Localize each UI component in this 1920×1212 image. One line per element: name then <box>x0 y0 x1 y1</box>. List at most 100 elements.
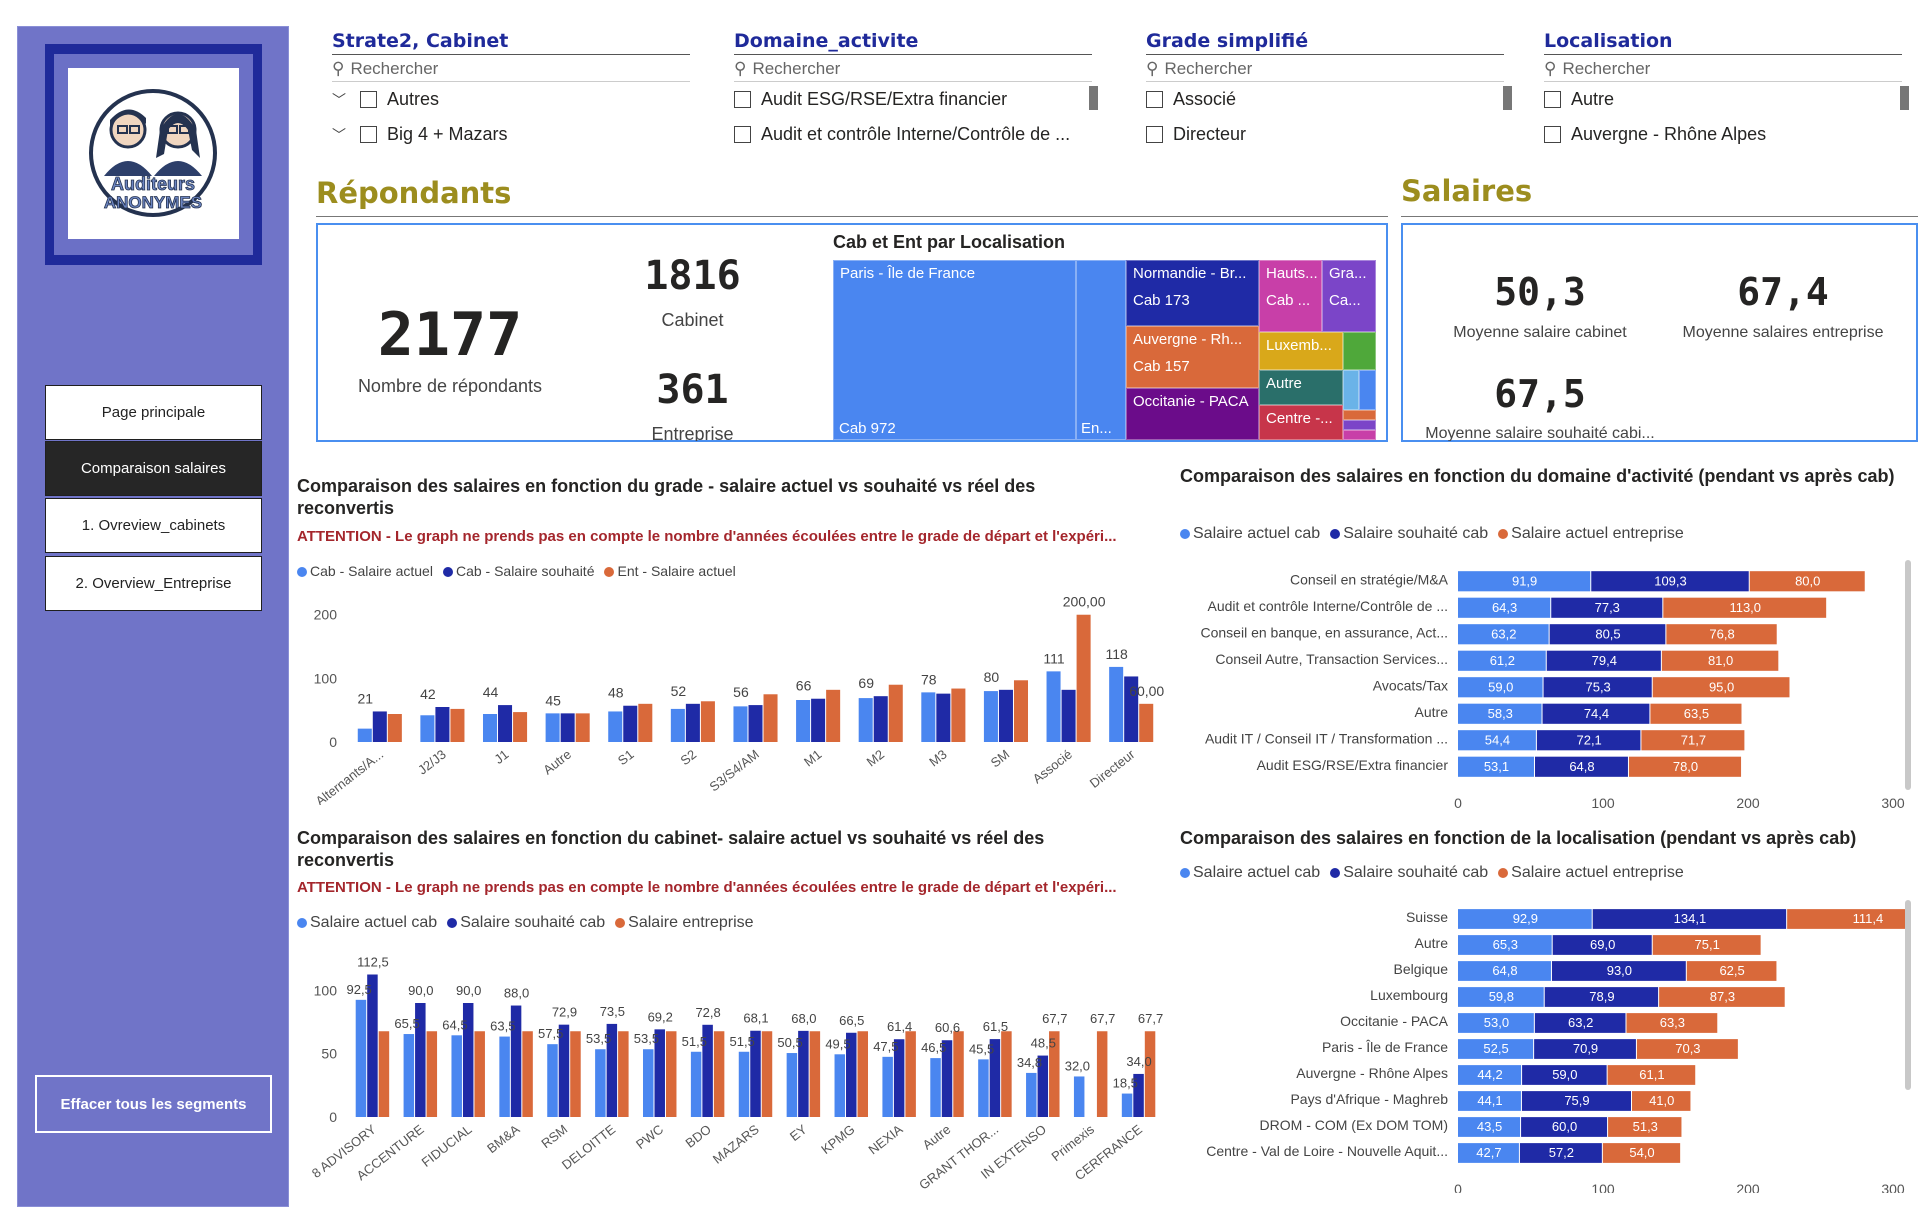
legend-item[interactable]: Salaire actuel entreprise <box>1498 864 1684 882</box>
checkbox[interactable] <box>1146 91 1163 108</box>
slicer-item-audit-esg[interactable]: Audit ESG/RSE/Extra financier <box>734 89 1092 110</box>
bar-domaine-s2-6[interactable] <box>1641 730 1745 751</box>
bar-cabinet-s1-4[interactable] <box>558 1024 570 1117</box>
bar-domaine-s2-4[interactable] <box>1652 677 1790 698</box>
treemap-cell-paris-ent[interactable] <box>1076 260 1126 440</box>
bar-localisation-s2-2[interactable] <box>1686 961 1777 981</box>
bar-localisation-s2-5[interactable] <box>1636 1039 1738 1059</box>
bar-cabinet-s2-2[interactable] <box>474 1031 485 1117</box>
treemap-cell-centre[interactable]: Centre -... <box>1259 405 1343 440</box>
bar-cabinet-s1-16[interactable] <box>1133 1073 1144 1117</box>
chart-domaine[interactable]: Conseil en stratégie/M&A 91,9 109,3 80,0 Aud… <box>1180 560 1910 815</box>
bar-grade-s0-1[interactable] <box>420 715 435 742</box>
slicer-item-directeur[interactable]: Directeur <box>1146 124 1504 145</box>
bar-domaine-s2-5[interactable] <box>1650 703 1742 724</box>
bar-localisation-s0-6[interactable] <box>1458 1065 1522 1085</box>
bar-localisation-s2-1[interactable] <box>1652 935 1761 955</box>
treemap-cell-paris[interactable]: Paris - Île de France <box>833 260 1076 440</box>
treemap-cell-small[interactable] <box>1343 410 1376 420</box>
bar-domaine-s1-6[interactable] <box>1536 730 1641 751</box>
checkbox[interactable] <box>734 126 751 143</box>
bar-grade-s0-2[interactable] <box>482 714 498 742</box>
bar-domaine-s2-2[interactable] <box>1666 624 1777 645</box>
bar-cabinet-s0-16[interactable] <box>1121 1093 1133 1117</box>
bar-domaine-s1-7[interactable] <box>1534 756 1628 777</box>
chart-domaine-scrollbar[interactable] <box>1905 560 1911 790</box>
bar-cabinet-s1-10[interactable] <box>846 1032 857 1117</box>
bar-domaine-s1-5[interactable] <box>1542 703 1650 724</box>
bar-localisation-s0-1[interactable] <box>1458 935 1552 955</box>
bar-cabinet-s0-2[interactable] <box>451 1035 462 1117</box>
treemap-cell-luxembourg[interactable]: Luxemb... <box>1259 332 1343 370</box>
bar-cabinet-s1-6[interactable] <box>654 1029 665 1117</box>
legend-item[interactable]: Salaire entreprise <box>615 914 754 932</box>
bar-localisation-s0-4[interactable] <box>1458 1013 1534 1033</box>
bar-grade-s1-6[interactable] <box>748 705 763 742</box>
bar-grade-s1-3[interactable] <box>560 713 575 742</box>
bar-cabinet-s0-5[interactable] <box>595 1049 606 1117</box>
bar-grade-s2-6[interactable] <box>763 694 778 742</box>
bar-cabinet-s1-9[interactable] <box>798 1030 809 1117</box>
legend-item[interactable]: Salaire actuel cab <box>1180 525 1320 543</box>
bar-localisation-s1-3[interactable] <box>1544 987 1659 1007</box>
bar-localisation-s2-9[interactable] <box>1602 1143 1681 1163</box>
legend-item[interactable]: Salaire actuel cab <box>1180 864 1320 882</box>
treemap-cell-gra[interactable]: Gra... Ca... <box>1322 260 1376 332</box>
bar-domaine-s1-0[interactable] <box>1591 571 1749 592</box>
bar-cabinet-s2-8[interactable] <box>761 1031 773 1117</box>
slicer-item-associe[interactable]: Associé <box>1146 89 1504 110</box>
bar-cabinet-s0-7[interactable] <box>690 1051 702 1117</box>
treemap-cell-occitanie[interactable]: Occitanie - PACA <box>1126 388 1259 440</box>
bar-grade-s0-0[interactable] <box>357 728 372 742</box>
slicer-search[interactable]: ⚲ Rechercher <box>1146 59 1504 79</box>
bar-grade-s0-7[interactable] <box>796 700 811 742</box>
treemap-localisation[interactable]: Paris - Île de France Cab 972 En... Norm… <box>833 260 1376 440</box>
bar-cabinet-s0-9[interactable] <box>786 1053 798 1117</box>
bar-grade-s2-12[interactable] <box>1139 703 1154 742</box>
bar-domaine-s2-0[interactable] <box>1749 571 1865 592</box>
bar-grade-s0-6[interactable] <box>733 706 748 742</box>
bar-cabinet-s1-5[interactable] <box>606 1023 618 1117</box>
bar-cabinet-s2-7[interactable] <box>713 1031 725 1117</box>
legend-item[interactable]: Cab - Salaire actuel <box>297 563 433 579</box>
chart-localisation-scrollbar[interactable] <box>1905 900 1911 1090</box>
chart-localisation[interactable]: Suisse 92,9 134,1 111,4 Autre 65,3 69,0 75,1 Bel… <box>1180 898 1910 1193</box>
bar-grade-s2-7[interactable] <box>826 689 841 742</box>
bar-domaine-s2-7[interactable] <box>1628 756 1742 777</box>
bar-grade-s1-5[interactable] <box>685 703 700 742</box>
bar-cabinet-s2-9[interactable] <box>809 1031 821 1117</box>
bar-grade-s2-10[interactable] <box>1013 680 1029 742</box>
bar-grade-s2-8[interactable] <box>888 684 903 742</box>
treemap-cell-normandie[interactable]: Normandie - Br... Cab 173 <box>1126 260 1259 326</box>
bar-grade-s2-5[interactable] <box>700 701 715 742</box>
bar-cabinet-s0-0[interactable] <box>355 999 367 1117</box>
bar-grade-s2-0[interactable] <box>387 714 402 742</box>
bar-grade-s1-10[interactable] <box>998 689 1013 742</box>
legend-item[interactable]: Salaire souhaité cab <box>1330 525 1488 543</box>
bar-domaine-s0-7[interactable] <box>1458 756 1534 777</box>
legend-item[interactable]: Salaire souhaité cab <box>447 914 605 932</box>
bar-localisation-s2-6[interactable] <box>1607 1065 1696 1085</box>
bar-localisation-s1-9[interactable] <box>1519 1143 1602 1163</box>
bar-grade-s0-5[interactable] <box>670 708 685 742</box>
bar-grade-s2-2[interactable] <box>513 712 528 742</box>
legend-item[interactable]: Salaire actuel cab <box>297 914 437 932</box>
bar-localisation-s0-7[interactable] <box>1458 1091 1521 1111</box>
checkbox[interactable] <box>1146 126 1163 143</box>
bar-grade-s0-4[interactable] <box>608 711 623 742</box>
bar-grade-s1-0[interactable] <box>372 711 387 742</box>
bar-domaine-s0-4[interactable] <box>1458 677 1543 698</box>
nav-page-principale[interactable]: Page principale <box>45 385 262 440</box>
bar-cabinet-s0-3[interactable] <box>499 1036 510 1117</box>
bar-cabinet-s2-6[interactable] <box>665 1031 677 1117</box>
chevron-down-icon[interactable]: ﹀ <box>332 91 346 108</box>
clear-all-segments-button[interactable]: Effacer tous les segments <box>35 1075 272 1133</box>
bar-localisation-s2-8[interactable] <box>1608 1117 1682 1137</box>
legend-item[interactable]: Salaire actuel entreprise <box>1498 525 1684 543</box>
bar-localisation-s2-7[interactable] <box>1632 1091 1691 1111</box>
bar-grade-s1-7[interactable] <box>811 698 826 742</box>
nav-overview-entreprise[interactable]: 2. Overview_Entreprise <box>45 556 262 611</box>
bar-cabinet-s2-13[interactable] <box>1001 1031 1012 1117</box>
legend-item[interactable]: Salaire souhaité cab <box>1330 864 1488 882</box>
slicer-item-autres[interactable]: ﹀ Autres <box>332 89 690 110</box>
